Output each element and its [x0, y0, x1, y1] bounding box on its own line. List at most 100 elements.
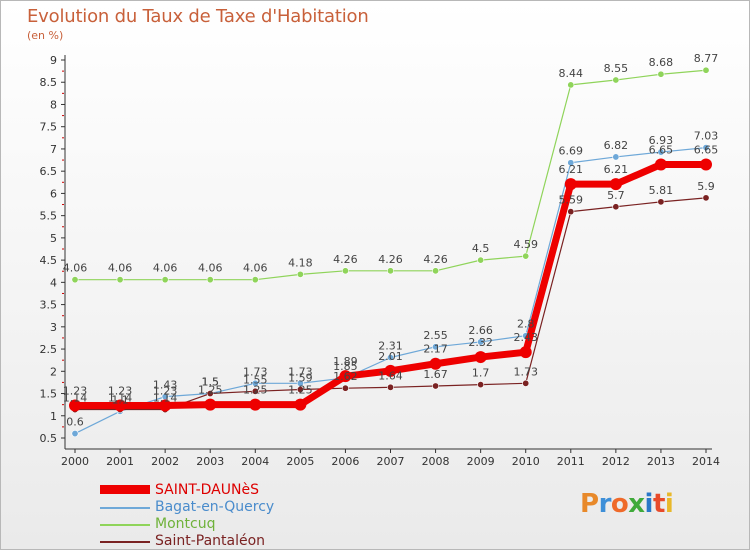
x-tick-label: 2008 [422, 455, 450, 468]
data-label-bagat-en-quercy: 6.93 [649, 134, 674, 147]
y-tick-label: 4 [50, 276, 57, 289]
axes: 0.5 1 1.5 2 2.5 3 3.5 4 4.5 5 5.5 6 6.5 7 7.5 8 8.5 9 2000… [40, 54, 721, 468]
y-tick-label: 5.5 [40, 210, 58, 223]
data-label-saint-pantal-on: 1.73 [513, 365, 538, 378]
data-label-saint-daun-s: 2.32 [468, 336, 493, 349]
data-point-montcuq [477, 256, 485, 264]
data-label-montcuq: 8.55 [604, 62, 629, 75]
data-label-bagat-en-quercy: 2.55 [423, 329, 448, 342]
data-labels-layer: 4.06 4.06 4.06 4.06 4.06 4.18 4.26 4.26 4.26 4.5 4… [63, 52, 719, 428]
data-point-montcuq [612, 76, 620, 84]
data-point-bagat-en-quercy [612, 153, 620, 161]
data-point-bagat-en-quercy [432, 343, 440, 351]
data-point-saint-pantal-on [612, 203, 620, 211]
y-tick-label: 0.5 [40, 432, 58, 445]
data-label-bagat-en-quercy: 1.43 [153, 379, 178, 392]
data-point-montcuq [432, 267, 440, 275]
y-tick-label: 8.5 [40, 76, 58, 89]
logo-letter: r [598, 489, 612, 519]
y-tick-label: 1.5 [40, 388, 58, 401]
legend-label: Bagat-en-Quercy [155, 499, 275, 515]
data-point-saint-daun-s [654, 158, 667, 171]
data-point-saint-pantal-on [296, 386, 304, 394]
data-label-saint-daun-s: 1.23 [63, 385, 88, 398]
data-label-saint-pantal-on: 1.14 [153, 392, 178, 405]
data-label-montcuq: 4.5 [472, 242, 490, 255]
x-tick-label: 2005 [286, 455, 314, 468]
legend-swatch [100, 507, 150, 509]
data-label-saint-pantal-on: 5.59 [559, 194, 584, 207]
data-label-saint-daun-s: 2.17 [423, 343, 448, 356]
x-tick-label: 2000 [61, 455, 89, 468]
data-point-bagat-en-quercy [657, 148, 665, 156]
data-label-saint-daun-s: 6.65 [694, 144, 719, 157]
data-label-saint-pantal-on: 1.62 [333, 370, 358, 383]
data-label-montcuq: 4.06 [198, 262, 223, 275]
data-label-saint-daun-s: 1.25 [198, 384, 223, 397]
data-label-bagat-en-quercy: 1.73 [243, 365, 268, 378]
data-point-saint-daun-s [249, 398, 262, 411]
data-point-saint-pantal-on [657, 198, 665, 206]
y-tick-label: 2 [50, 365, 57, 378]
data-point-bagat-en-quercy [477, 338, 485, 346]
data-label-saint-daun-s: 1.23 [108, 385, 133, 398]
data-label-saint-pantal-on: 1.14 [108, 392, 133, 405]
data-point-saint-daun-s [159, 399, 172, 412]
data-label-bagat-en-quercy: 2.66 [468, 324, 493, 337]
data-label-montcuq: 4.06 [108, 262, 133, 275]
y-tick-label: 6.5 [40, 165, 58, 178]
y-tick-label: 3 [50, 321, 57, 334]
data-point-montcuq [116, 276, 124, 284]
data-point-montcuq [702, 66, 710, 74]
x-tick-label: 2014 [692, 455, 720, 468]
legend-label: Saint-Pantaléon [155, 533, 266, 549]
data-label-bagat-en-quercy: 1.5 [201, 376, 219, 389]
x-tick-label: 2009 [467, 455, 495, 468]
data-label-saint-daun-s: 1.23 [153, 385, 178, 398]
data-label-montcuq: 4.26 [378, 253, 403, 266]
data-label-bagat-en-quercy: 6.69 [559, 145, 584, 158]
x-tick-label: 2003 [196, 455, 224, 468]
data-point-saint-daun-s [474, 351, 487, 364]
x-tick-label: 2001 [106, 455, 134, 468]
data-label-saint-daun-s: 6.21 [559, 163, 584, 176]
logo-letter: P [580, 489, 599, 519]
data-point-saint-daun-s [294, 398, 307, 411]
x-tick-label: 2002 [151, 455, 179, 468]
data-label-bagat-en-quercy: 2.31 [378, 340, 403, 353]
data-label-bagat-en-quercy: 0.6 [66, 416, 84, 429]
data-label-saint-daun-s: 6.65 [649, 144, 674, 157]
data-point-saint-pantal-on [567, 208, 575, 216]
data-point-saint-daun-s [609, 178, 622, 191]
data-label-saint-pantal-on: 1.55 [243, 373, 268, 386]
data-point-bagat-en-quercy [567, 159, 575, 167]
y-tick-label: 7 [50, 143, 57, 156]
data-label-bagat-en-quercy: 1.85 [333, 360, 358, 373]
data-point-bagat-en-quercy [71, 430, 79, 438]
data-label-saint-pantal-on: 5.9 [697, 180, 715, 193]
legend-label: SAINT-DAUNèS [155, 482, 259, 498]
y-tick-label: 4.5 [40, 254, 58, 267]
data-point-saint-daun-s [700, 158, 712, 171]
data-label-montcuq: 4.18 [288, 256, 313, 269]
data-point-saint-daun-s [519, 346, 532, 359]
data-point-montcuq [296, 270, 304, 278]
legend-swatch [100, 541, 150, 543]
logo-letter: x [628, 489, 645, 519]
data-point-saint-daun-s [69, 399, 81, 412]
data-label-saint-daun-s: 1.89 [333, 355, 358, 368]
y-tick-label: 7.5 [40, 121, 58, 134]
data-point-saint-daun-s [114, 399, 127, 412]
y-tick-label: 6 [50, 187, 57, 200]
data-point-saint-pantal-on [522, 379, 530, 387]
data-label-saint-daun-s: 1.25 [288, 384, 313, 397]
data-point-montcuq [386, 267, 394, 275]
x-tick-label: 2013 [647, 455, 675, 468]
data-point-saint-pantal-on [341, 384, 349, 392]
data-label-saint-daun-s: 2.01 [378, 350, 403, 363]
data-point-montcuq [657, 70, 665, 78]
data-point-montcuq [161, 276, 169, 284]
chart-title: Evolution du Taux de Taxe d'Habitation [27, 6, 369, 27]
